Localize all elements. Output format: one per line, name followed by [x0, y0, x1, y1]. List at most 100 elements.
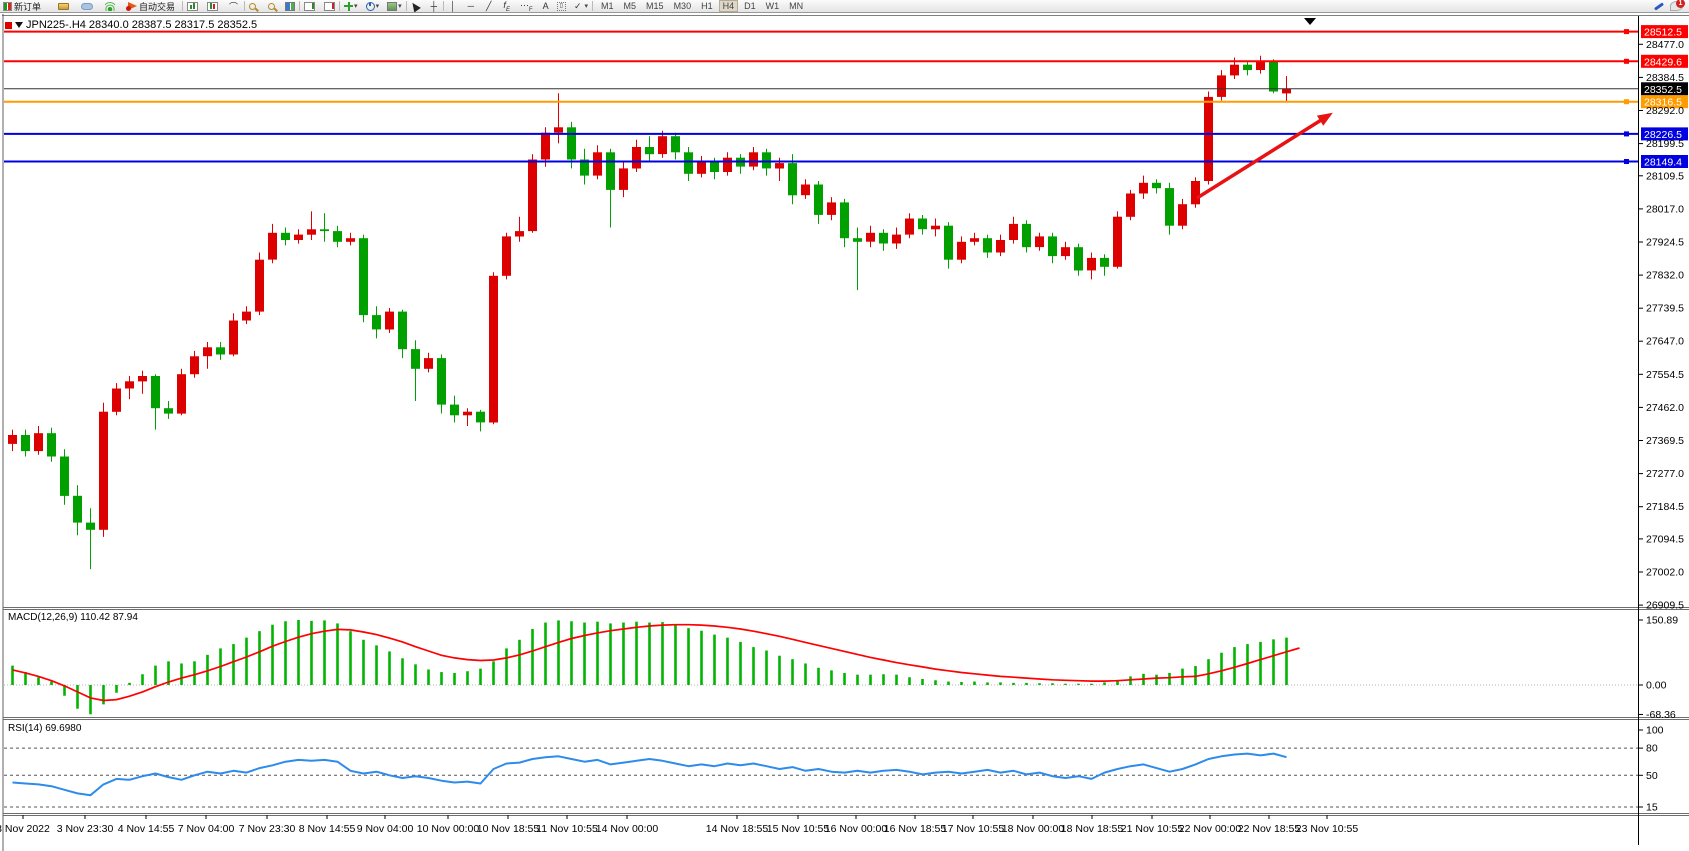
auto-trading-button[interactable]: 自动交易: [125, 0, 178, 12]
period-clock-icon[interactable]: [365, 1, 375, 11]
candle-body: [255, 259, 264, 312]
rsi-axis-label: 50: [1646, 770, 1658, 782]
price-level-label: 28149.4: [1644, 157, 1682, 169]
price-axis-label: 28292.0: [1646, 105, 1684, 117]
data-window-icon[interactable]: [81, 2, 94, 10]
candle-body: [866, 232, 875, 242]
time-axis-label: 17 Nov 10:55: [942, 823, 1005, 835]
timeframe-m15-button[interactable]: M15: [642, 0, 668, 12]
zoom-out-icon[interactable]: [268, 2, 276, 10]
tile-windows-icon[interactable]: [285, 1, 296, 11]
candle-body: [1230, 64, 1239, 76]
chart-shift-icon[interactable]: [324, 1, 336, 11]
market-watch-icon[interactable]: [58, 2, 70, 10]
timeframe-h1-button[interactable]: H1: [697, 0, 717, 12]
macd-signal-line: [12, 623, 1300, 702]
add-indicator-icon[interactable]: [344, 1, 354, 11]
time-axis-label: 18 Nov 18:55: [1061, 823, 1124, 835]
line-chart-icon[interactable]: ⌒: [229, 1, 239, 12]
search-pen-icon[interactable]: [1654, 1, 1664, 11]
timeframe-w1-button[interactable]: W1: [762, 0, 784, 12]
candle-body: [1139, 182, 1148, 194]
candle-body: [1256, 61, 1265, 70]
shapes-icon[interactable]: ✓: [573, 0, 582, 11]
chevron-down-icon[interactable]: ▾: [375, 3, 380, 10]
new-order-icon: [3, 1, 12, 11]
notification-count-badge: 1: [1676, 0, 1685, 8]
candle-body: [1061, 247, 1070, 257]
auto-trading-label: 自动交易: [139, 1, 176, 12]
candle-body: [788, 163, 797, 196]
template-icon[interactable]: [387, 1, 398, 11]
toolbar-right-icons: 1: [1654, 0, 1689, 11]
price-axis-label: 27369.5: [1646, 435, 1684, 447]
candle-body: [177, 374, 186, 414]
timeframe-d1-button[interactable]: D1: [740, 0, 760, 12]
candle-body: [541, 132, 550, 160]
candle-body: [814, 184, 823, 215]
price-level-label: 28316.5: [1644, 97, 1682, 109]
candle-body: [216, 347, 225, 355]
chevron-down-icon[interactable]: ▾: [398, 3, 402, 10]
bar-chart-icon[interactable]: [187, 1, 199, 11]
timeframe-h4-button[interactable]: H4: [718, 0, 739, 12]
chevron-down-icon[interactable]: ▾: [354, 3, 358, 10]
time-axis-label: 16 Nov 00:00: [825, 823, 888, 835]
macd-axis-label: 0.00: [1646, 680, 1667, 692]
toolbar-separator: [182, 1, 184, 11]
time-axis-label: 7 Nov 23:30: [239, 823, 296, 835]
new-order-button[interactable]: 新订单: [0, 0, 44, 12]
candle-body: [125, 381, 134, 389]
time-axis-label: 10 Nov 18:55: [477, 823, 540, 835]
chevron-down-icon[interactable]: ▾: [584, 3, 589, 10]
notification-bubble-icon[interactable]: 1: [1670, 0, 1685, 11]
candle-body: [437, 358, 446, 405]
time-axis-label: 3 Nov 23:30: [57, 823, 114, 835]
timeframe-m30-button[interactable]: M30: [670, 0, 696, 12]
timeframe-mn-button[interactable]: MN: [785, 0, 807, 12]
cursor-icon[interactable]: [408, 0, 421, 12]
candle-body: [619, 168, 628, 190]
candle-body: [554, 127, 563, 133]
time-axis-label: 22 Nov 18:55: [1238, 823, 1301, 835]
candle-body: [294, 234, 303, 240]
candle-body: [957, 241, 966, 260]
macd-label: MACD(12,26,9) 110.42 87.94: [8, 612, 138, 623]
scroll-to-end-icon[interactable]: [304, 1, 316, 11]
price-axis-label: 26909.5: [1646, 600, 1684, 612]
time-axis-label: 10 Nov 00:00: [417, 823, 480, 835]
timeframe-m1-button[interactable]: M1: [597, 0, 618, 12]
price-axis-label: 27002.0: [1646, 567, 1684, 579]
dropdown-arrow-icon[interactable]: [15, 22, 23, 28]
candle-body: [8, 435, 17, 444]
candle-body: [853, 238, 862, 242]
candle-body: [1074, 247, 1083, 271]
candle-body: [931, 225, 940, 230]
vertical-line-icon[interactable]: │: [449, 1, 456, 11]
rsi-axis-label: 100: [1646, 725, 1664, 737]
candlestick-chart-icon[interactable]: [207, 1, 219, 11]
horizontal-line-icon[interactable]: ─: [467, 1, 474, 11]
trendline-icon[interactable]: ╱: [486, 0, 492, 11]
candle-body: [1087, 257, 1096, 271]
crosshair-icon[interactable]: ┼: [430, 1, 437, 11]
timeframe-m5-button[interactable]: M5: [620, 0, 641, 12]
rsi-line: [12, 752, 1287, 797]
price-axis-label: 27184.5: [1646, 501, 1684, 513]
label-tool-icon[interactable]: ▯: [556, 1, 566, 11]
fibonacci-icon[interactable]: fE: [503, 0, 510, 13]
shift-marker-icon: [1304, 18, 1316, 25]
price-axis-label: 27462.0: [1646, 402, 1684, 414]
time-axis-label: 18 Nov 00:00: [1002, 823, 1065, 835]
fibonacci-fan-icon[interactable]: ⋯F: [519, 0, 533, 13]
price-axis-label: 28199.5: [1646, 138, 1684, 150]
rsi-axis-label: 80: [1646, 743, 1658, 755]
candle-body: [372, 315, 381, 330]
candle-body: [502, 236, 511, 276]
zoom-in-icon[interactable]: [249, 2, 257, 10]
candle-body: [385, 311, 394, 330]
text-tool-icon[interactable]: A: [542, 1, 549, 11]
candle-body: [359, 238, 368, 316]
signals-icon[interactable]: [105, 1, 116, 11]
